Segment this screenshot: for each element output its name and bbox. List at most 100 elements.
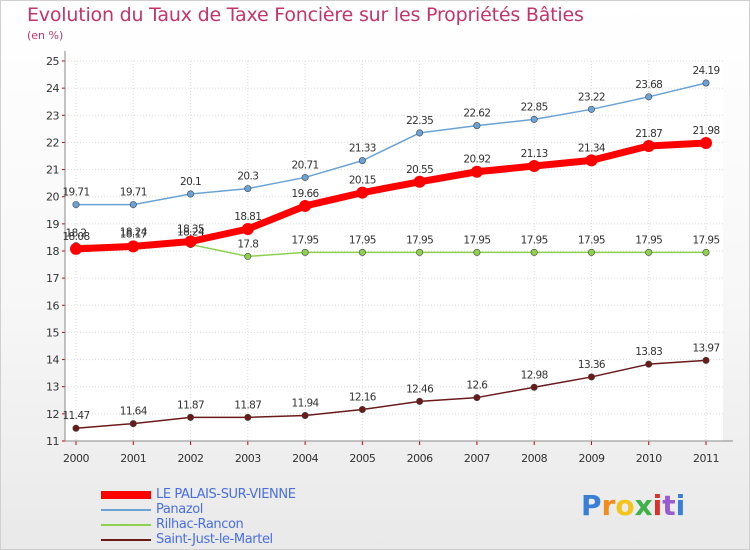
y-tick-label: 23: [46, 109, 59, 122]
data-label: 21.13: [521, 148, 548, 160]
data-label: 21.87: [635, 128, 662, 140]
data-point: [585, 154, 598, 167]
data-point: [129, 420, 137, 428]
data-point: [530, 383, 538, 391]
data-label: 21.98: [692, 125, 719, 137]
data-point: [127, 240, 140, 253]
chart-subtitle: (en %): [27, 29, 64, 42]
data-point: [187, 413, 195, 421]
data-label: 17.95: [349, 234, 376, 246]
data-label: 19.71: [62, 187, 89, 199]
data-point: [530, 115, 538, 123]
data-point: [700, 136, 712, 149]
data-point: [244, 252, 252, 260]
series-line: [72, 139, 710, 253]
data-label: 23.68: [635, 79, 662, 91]
x-tick-label: 2011: [693, 452, 719, 465]
data-label: 20.3: [237, 171, 258, 183]
plot-area: [65, 61, 723, 441]
data-label: 17.95: [692, 234, 719, 246]
data-point: [413, 175, 426, 188]
data-label: 23.22: [578, 91, 605, 103]
data-label: 11.87: [234, 399, 261, 411]
data-point: [587, 248, 595, 256]
data-point: [356, 186, 369, 199]
legend-swatch: [101, 539, 151, 541]
data-label: 17.95: [463, 234, 490, 246]
logo-letter: x: [634, 489, 653, 522]
data-point: [702, 248, 710, 256]
data-point: [72, 201, 80, 209]
data-point: [358, 248, 366, 256]
data-label: 17.95: [406, 234, 433, 246]
data-point: [645, 93, 653, 101]
data-point: [473, 394, 481, 402]
x-tick-label: 2002: [178, 452, 204, 465]
y-tick-label: 17: [46, 272, 59, 285]
logo-letter: t: [662, 489, 676, 522]
x-tick-label: 2001: [120, 452, 146, 465]
data-label: 18.24: [120, 226, 148, 238]
y-tick-label: 21: [46, 164, 59, 177]
data-point: [72, 424, 80, 432]
data-label: 13.83: [635, 346, 662, 358]
data-label: 21.34: [578, 142, 606, 154]
y-tick-label: 22: [46, 136, 59, 149]
data-point: [470, 165, 483, 178]
y-tick-label: 18: [46, 245, 59, 258]
logo-letter: i: [652, 489, 663, 522]
data-label: 20.1: [180, 176, 201, 188]
data-label: 21.33: [349, 143, 376, 155]
data-label: 22.62: [463, 108, 490, 120]
x-tick-label: 2005: [349, 452, 375, 465]
data-point: [358, 157, 366, 165]
legend-swatch: [101, 491, 151, 499]
data-point: [244, 413, 252, 421]
data-label: 17.8: [237, 238, 258, 250]
x-tick-label: 2007: [464, 452, 490, 465]
logo-letter: i: [675, 489, 686, 522]
data-label: 18.24: [177, 226, 205, 238]
series-line: [75, 82, 707, 206]
legend-label: Saint-Just-le-Martel: [156, 532, 273, 547]
data-point: [299, 199, 312, 212]
x-tick-label: 2006: [407, 452, 433, 465]
data-point: [241, 223, 254, 236]
logo-letter: r: [601, 489, 616, 522]
data-point: [587, 105, 595, 113]
data-label: 18.2: [66, 228, 87, 240]
legend-swatch: [101, 524, 151, 526]
data-label: 22.85: [521, 101, 548, 113]
data-point: [244, 185, 252, 193]
x-tick-label: 2009: [578, 452, 604, 465]
x-tick-label: 2010: [636, 452, 662, 465]
data-label: 20.71: [292, 159, 319, 171]
data-point: [530, 248, 538, 256]
data-label: 12.98: [521, 369, 548, 381]
data-label: 17.95: [635, 234, 662, 246]
logo-letter: P: [581, 489, 602, 522]
legend-label: Panazol: [156, 502, 204, 517]
data-point: [642, 139, 655, 152]
data-label: 11.64: [120, 406, 148, 418]
data-point: [702, 356, 710, 364]
data-label: 12.46: [406, 383, 434, 395]
data-label: 22.35: [406, 115, 433, 127]
x-tick-label: 2004: [292, 452, 318, 465]
data-point: [301, 248, 309, 256]
legend-label: Rilhac-Rancon: [156, 517, 244, 532]
data-point: [358, 406, 366, 414]
data-point: [702, 79, 710, 87]
data-point: [416, 397, 424, 405]
data-point: [587, 373, 595, 381]
x-tick-label: 2000: [63, 452, 89, 465]
data-point: [528, 160, 541, 173]
data-label: 19.71: [120, 187, 147, 199]
y-tick-label: 24: [46, 82, 59, 95]
data-point: [473, 248, 481, 256]
data-label: 20.15: [349, 175, 376, 187]
y-tick-label: 19: [46, 218, 59, 231]
data-label: 11.94: [292, 397, 320, 409]
